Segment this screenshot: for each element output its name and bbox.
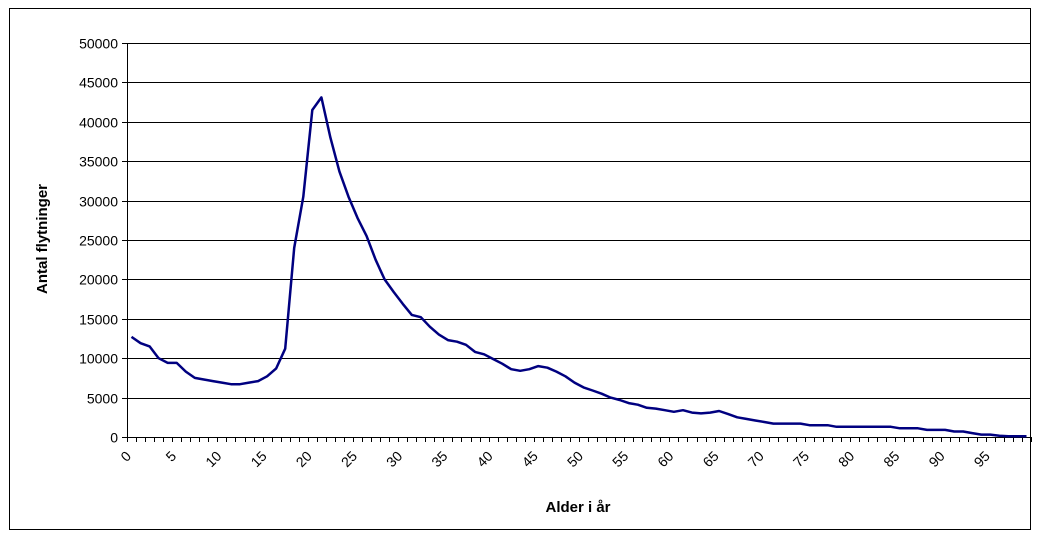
x-axis-title: Alder i år: [545, 499, 610, 516]
y-tick-label: 25000: [79, 233, 118, 249]
x-tick-label: 5: [162, 448, 179, 465]
y-tick-label: 10000: [79, 351, 118, 367]
y-tick-label: 45000: [79, 75, 118, 91]
x-tick-label: 55: [609, 448, 631, 470]
y-tick-label: 20000: [79, 272, 118, 288]
y-tick-label: 35000: [79, 154, 118, 170]
x-tick-label: 95: [971, 448, 993, 470]
x-tick-label: 60: [654, 448, 676, 470]
y-tick-label: 40000: [79, 115, 118, 131]
x-tick-label: 85: [880, 448, 902, 470]
x-tick-label: 75: [790, 448, 812, 470]
y-tick-labels: 0 5000 10000 15000 20000 25000 30000 35000 40000…: [79, 36, 118, 446]
x-tick-label: 80: [835, 448, 857, 470]
x-tick-label: 10: [202, 448, 224, 470]
y-tick-label: 5000: [87, 391, 118, 407]
x-tick-label: 25: [338, 448, 360, 470]
y-tick-label: 15000: [79, 312, 118, 328]
x-tick-label: 90: [925, 448, 947, 470]
x-tick-label: 20: [293, 448, 315, 470]
x-tick-label: 45: [519, 448, 541, 470]
y-axis-title: Antal flytninger: [34, 184, 51, 294]
x-tick-label: 35: [428, 448, 450, 470]
x-tick-label: 15: [247, 448, 269, 470]
series-line: [130, 96, 1027, 438]
x-tick-label: 50: [564, 448, 586, 470]
y-tick-label: 50000: [79, 36, 118, 52]
x-tick-label: 0: [117, 448, 134, 465]
gridlines: [127, 43, 1031, 399]
y-tick-label: 30000: [79, 194, 118, 210]
series-layer: [130, 96, 1027, 438]
x-tick-labels: 0 5 10 15 20 25 30 35 40 45 50 55 60 65 70 75 80 85 90 95: [117, 448, 993, 470]
chart-frame: [9, 8, 1031, 530]
x-tick-label: 40: [473, 448, 495, 470]
y-tick-label: 0: [110, 430, 118, 446]
axes: [122, 43, 1032, 442]
x-tick-label: 30: [383, 448, 405, 470]
x-tick-label: 70: [745, 448, 767, 470]
x-tick-label: 65: [699, 448, 721, 470]
